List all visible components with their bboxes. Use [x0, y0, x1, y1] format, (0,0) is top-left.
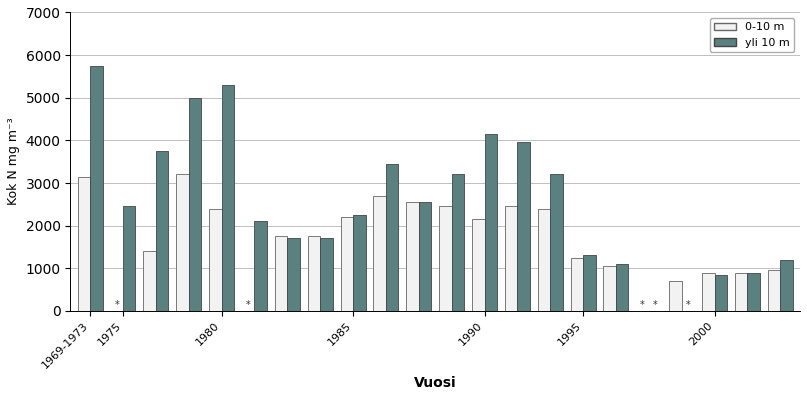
Bar [307, 236, 320, 311]
Text: *: * [653, 299, 658, 310]
Bar [176, 174, 189, 311]
Bar [452, 174, 464, 311]
Bar [484, 134, 497, 311]
Text: *: * [686, 299, 690, 310]
Bar [439, 206, 452, 311]
Bar [254, 222, 267, 311]
Bar [616, 264, 629, 311]
Bar [222, 85, 234, 311]
X-axis label: Vuosi: Vuosi [414, 376, 457, 390]
Bar [123, 206, 136, 311]
Bar [702, 273, 714, 311]
Bar [550, 174, 562, 311]
Bar [714, 275, 727, 311]
Bar [780, 260, 792, 311]
Bar [472, 219, 484, 311]
Bar [77, 177, 90, 311]
Legend: 0-10 m, yli 10 m: 0-10 m, yli 10 m [709, 18, 795, 52]
Bar [767, 270, 780, 311]
Text: *: * [246, 299, 250, 310]
Bar [275, 236, 287, 311]
Bar [386, 164, 399, 311]
Bar [406, 202, 419, 311]
Bar [669, 281, 682, 311]
Bar [209, 208, 222, 311]
Bar [374, 196, 386, 311]
Y-axis label: Kok N mg m⁻³: Kok N mg m⁻³ [7, 118, 20, 206]
Bar [341, 217, 353, 311]
Bar [583, 256, 596, 311]
Bar [747, 273, 760, 311]
Text: *: * [115, 299, 119, 310]
Bar [735, 273, 747, 311]
Text: *: * [640, 299, 645, 310]
Bar [571, 258, 583, 311]
Bar [604, 266, 616, 311]
Bar [156, 151, 169, 311]
Bar [90, 66, 102, 311]
Bar [537, 208, 550, 311]
Bar [144, 251, 156, 311]
Bar [287, 239, 299, 311]
Bar [505, 206, 517, 311]
Bar [353, 215, 366, 311]
Bar [189, 98, 201, 311]
Bar [320, 239, 332, 311]
Bar [419, 202, 431, 311]
Bar [517, 143, 530, 311]
